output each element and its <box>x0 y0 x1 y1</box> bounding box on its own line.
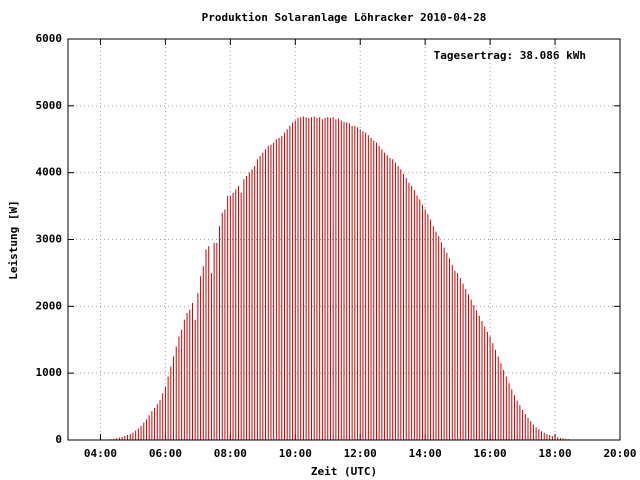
y-tick-label: 4000 <box>36 166 63 179</box>
x-tick-label: 08:00 <box>214 447 247 460</box>
y-tick-label: 5000 <box>36 99 63 112</box>
y-tick-label: 1000 <box>36 366 63 379</box>
y-tick-label: 0 <box>55 433 62 446</box>
x-tick-label: 18:00 <box>538 447 571 460</box>
x-tick-label: 04:00 <box>84 447 117 460</box>
x-tick-label: 10:00 <box>279 447 312 460</box>
y-tick-label: 2000 <box>36 299 63 312</box>
y-axis-label: Leistung [W] <box>7 200 20 279</box>
chart-title: Produktion Solaranlage Löhracker 2010-04… <box>202 11 487 24</box>
y-tick-label: 6000 <box>36 32 63 45</box>
x-axis-label: Zeit (UTC) <box>311 465 377 478</box>
x-tick-label: 06:00 <box>149 447 182 460</box>
x-tick-label: 12:00 <box>344 447 377 460</box>
annotation: Tagesertrag: 38.086 kWh <box>434 49 586 62</box>
x-tick-label: 20:00 <box>603 447 636 460</box>
y-tick-label: 3000 <box>36 233 63 246</box>
x-tick-label: 14:00 <box>409 447 442 460</box>
x-tick-label: 16:00 <box>474 447 507 460</box>
plot-frame <box>67 38 621 441</box>
